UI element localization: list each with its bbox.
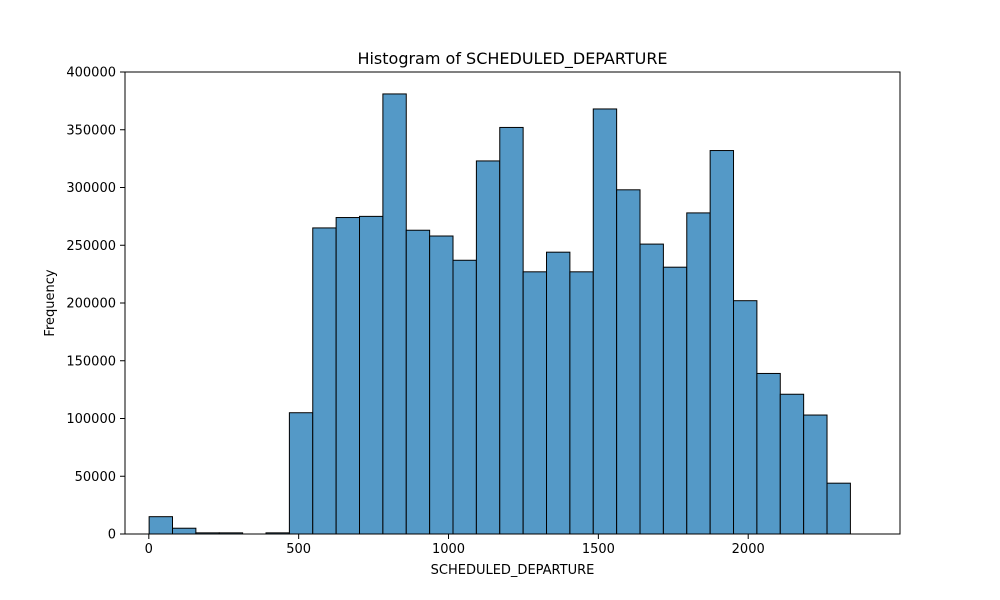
y-tick-label: 200000	[66, 297, 116, 312]
histogram-bar	[662, 266, 688, 535]
histogram-bar	[475, 160, 501, 535]
histogram-bar	[172, 527, 197, 535]
x-tick-label: 500	[286, 542, 311, 557]
histogram-bar	[148, 516, 174, 535]
x-tick-label: 0	[145, 542, 153, 557]
y-tick-label: 250000	[66, 239, 116, 254]
x-tick-label: 1500	[582, 542, 615, 557]
x-tick-label: 1000	[432, 542, 465, 557]
histogram-bar	[312, 227, 337, 535]
chart-title: Histogram of SCHEDULED_DEPARTURE	[357, 49, 667, 69]
histogram-bar	[826, 482, 851, 535]
y-axis-label: Frequency	[43, 269, 58, 336]
histogram-bar	[756, 372, 781, 535]
histogram-bar	[733, 300, 758, 535]
y-tick-label: 50000	[75, 470, 116, 485]
histogram-bar	[429, 235, 454, 535]
histogram-bar	[288, 412, 314, 535]
histogram-bar	[405, 229, 431, 535]
histogram-bar	[499, 126, 524, 535]
histogram-bar	[382, 93, 407, 535]
histogram-bar	[569, 271, 594, 535]
histogram-bar	[359, 215, 384, 535]
histogram-bar	[639, 243, 664, 535]
histogram-bar	[686, 212, 711, 535]
y-axis: 0 50000 100000 150000 200000 250000 300000 3500…	[66, 66, 125, 543]
y-tick-label: 400000	[66, 66, 116, 81]
x-tick-label: 2000	[732, 542, 765, 557]
bars-group	[148, 93, 851, 535]
x-axis: 0 500 1000 1500 2000	[145, 534, 765, 557]
histogram-bar	[803, 414, 828, 535]
x-axis-label: SCHEDULED_DEPARTURE	[431, 563, 595, 578]
histogram-bar	[522, 271, 548, 535]
y-tick-label: 0	[108, 528, 116, 543]
y-tick-label: 100000	[66, 412, 116, 427]
histogram-bar	[616, 189, 641, 535]
y-tick-label: 150000	[66, 354, 116, 369]
histogram-bar	[546, 251, 571, 535]
histogram-bar	[452, 259, 477, 535]
histogram-bar	[779, 393, 805, 535]
histogram-bar	[709, 150, 735, 535]
histogram-bar	[335, 217, 361, 535]
histogram-bar	[592, 108, 618, 535]
y-tick-label: 300000	[66, 181, 116, 196]
y-tick-label: 350000	[66, 123, 116, 138]
